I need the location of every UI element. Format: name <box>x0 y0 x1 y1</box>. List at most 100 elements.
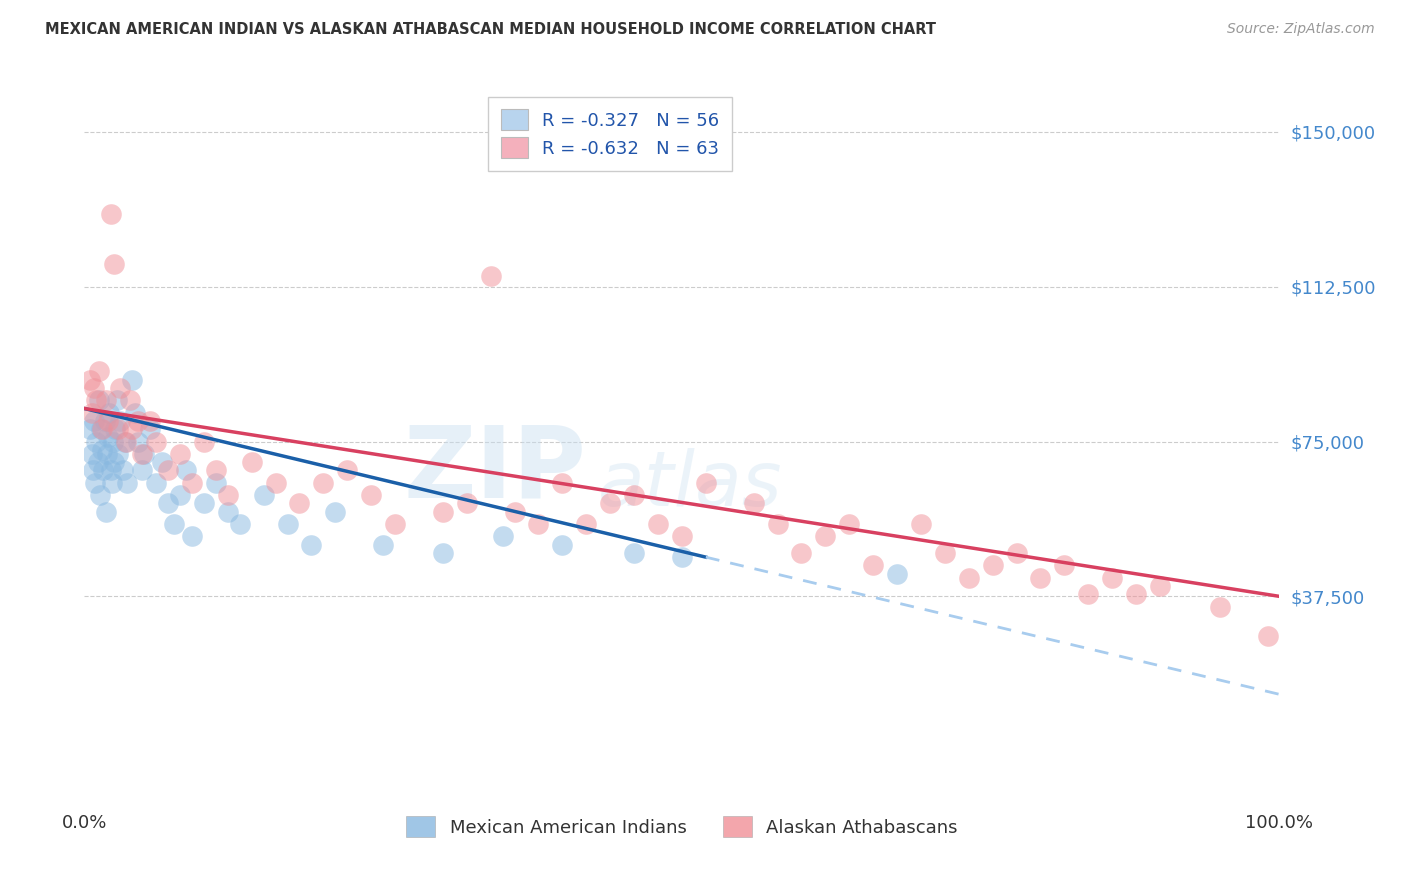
Point <box>139 414 162 428</box>
Point <box>551 538 574 552</box>
Point <box>181 529 204 543</box>
Point <box>101 475 124 490</box>
Text: atlas: atlas <box>599 448 783 522</box>
Point <box>98 406 121 420</box>
Point <box>157 463 180 477</box>
Point <box>623 488 645 502</box>
Point <box>623 546 645 560</box>
Point <box>103 455 125 469</box>
Point <box>157 496 180 510</box>
Point <box>163 517 186 532</box>
Point <box>1005 546 1028 560</box>
Point <box>131 447 153 461</box>
Point <box>86 455 108 469</box>
Point <box>1053 558 1076 573</box>
Point <box>325 505 347 519</box>
Point <box>79 373 101 387</box>
Point <box>79 422 101 436</box>
Point <box>862 558 884 573</box>
Point <box>229 517 252 532</box>
Point <box>240 455 263 469</box>
Point <box>336 463 359 477</box>
Point <box>103 257 125 271</box>
Point <box>886 566 908 581</box>
Point <box>456 496 478 510</box>
Point <box>527 517 550 532</box>
Point <box>97 414 120 428</box>
Point <box>115 434 138 449</box>
Point <box>814 529 837 543</box>
Point <box>742 496 765 510</box>
Point <box>132 447 156 461</box>
Point <box>91 442 114 457</box>
Point <box>277 517 299 532</box>
Point <box>86 434 108 449</box>
Point <box>83 381 105 395</box>
Point <box>492 529 515 543</box>
Point <box>205 475 228 490</box>
Point <box>100 207 122 221</box>
Point <box>104 422 127 436</box>
Point <box>312 475 335 490</box>
Point <box>93 463 115 477</box>
Point <box>114 434 136 449</box>
Point <box>89 488 111 502</box>
Point <box>121 422 143 436</box>
Point <box>838 517 860 532</box>
Point <box>118 393 141 408</box>
Text: MEXICAN AMERICAN INDIAN VS ALASKAN ATHABASCAN MEDIAN HOUSEHOLD INCOME CORRELATIO: MEXICAN AMERICAN INDIAN VS ALASKAN ATHAB… <box>45 22 936 37</box>
Legend: Mexican American Indians, Alaskan Athabascans: Mexican American Indians, Alaskan Athaba… <box>399 809 965 845</box>
Point <box>93 414 115 428</box>
Point <box>91 422 114 436</box>
Point <box>1125 587 1147 601</box>
Point <box>1029 571 1052 585</box>
Point <box>981 558 1004 573</box>
Point <box>169 447 191 461</box>
Point <box>111 463 134 477</box>
Point <box>503 505 526 519</box>
Point <box>575 517 598 532</box>
Point <box>432 505 454 519</box>
Point <box>217 488 239 502</box>
Point <box>87 364 110 378</box>
Point <box>107 422 129 436</box>
Point <box>1209 599 1232 614</box>
Point <box>957 571 980 585</box>
Point <box>432 546 454 560</box>
Point <box>145 434 167 449</box>
Point <box>94 505 117 519</box>
Point <box>107 447 129 461</box>
Point <box>117 475 139 490</box>
Point <box>695 475 717 490</box>
Point <box>264 475 287 490</box>
Point <box>1257 629 1279 643</box>
Point <box>193 434 215 449</box>
Point <box>384 517 406 532</box>
Point <box>94 393 117 408</box>
Point <box>101 434 124 449</box>
Point <box>96 447 118 461</box>
Point <box>1149 579 1171 593</box>
Point <box>766 517 789 532</box>
Point <box>174 463 197 477</box>
Point <box>1077 587 1099 601</box>
Point <box>83 414 105 428</box>
Point <box>121 373 143 387</box>
Text: Source: ZipAtlas.com: Source: ZipAtlas.com <box>1227 22 1375 37</box>
Text: ZIP: ZIP <box>404 422 586 519</box>
Point <box>97 430 120 444</box>
Point <box>131 463 153 477</box>
Point <box>100 463 122 477</box>
Point <box>288 496 311 510</box>
Point <box>373 538 395 552</box>
Point <box>647 517 669 532</box>
Point <box>145 475 167 490</box>
Point <box>87 393 110 408</box>
Point <box>205 463 228 477</box>
Point <box>253 488 276 502</box>
Point <box>150 455 173 469</box>
Point <box>360 488 382 502</box>
Point <box>105 393 128 408</box>
Point <box>671 529 693 543</box>
Point <box>82 463 104 477</box>
